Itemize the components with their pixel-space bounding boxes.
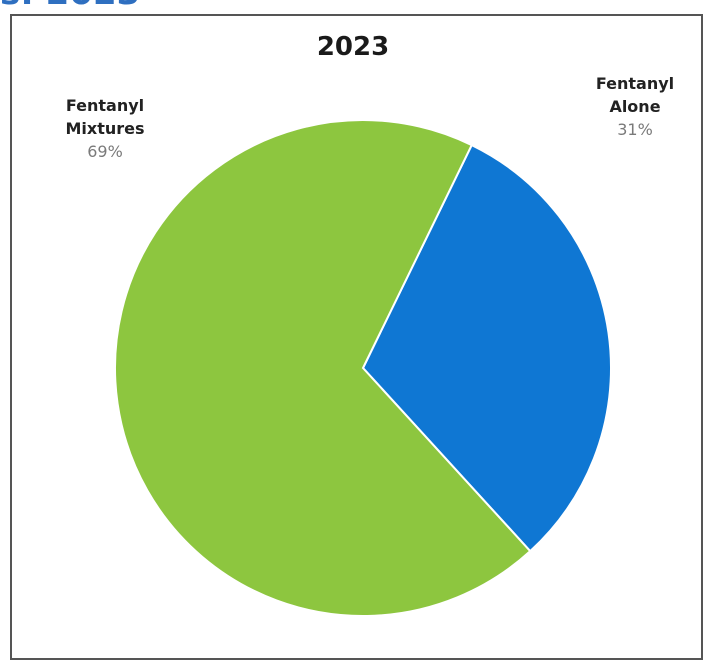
pie-slice-fentanyl-mixtures (114, 119, 532, 618)
label-fentanyl-mixtures: Fentanyl Mixtures 69% (45, 94, 165, 163)
label-fentanyl-mixtures-name-1: Fentanyl (65, 96, 145, 115)
label-fentanyl-alone-name-1: Fentanyl (595, 74, 675, 93)
label-fentanyl-alone-percent: 31% (617, 120, 653, 139)
label-fentanyl-mixtures-percent: 69% (87, 142, 123, 161)
label-fentanyl-alone: Fentanyl Alone 31% (580, 72, 690, 141)
label-fentanyl-alone-name-2: Alone (609, 97, 661, 116)
page-heading-fragment: s: 2023 (0, 0, 140, 10)
chart-title: 2023 (316, 32, 390, 62)
pie-slice-fentanyl-alone (361, 143, 612, 553)
label-fentanyl-mixtures-name-2: Mixtures (65, 119, 145, 138)
